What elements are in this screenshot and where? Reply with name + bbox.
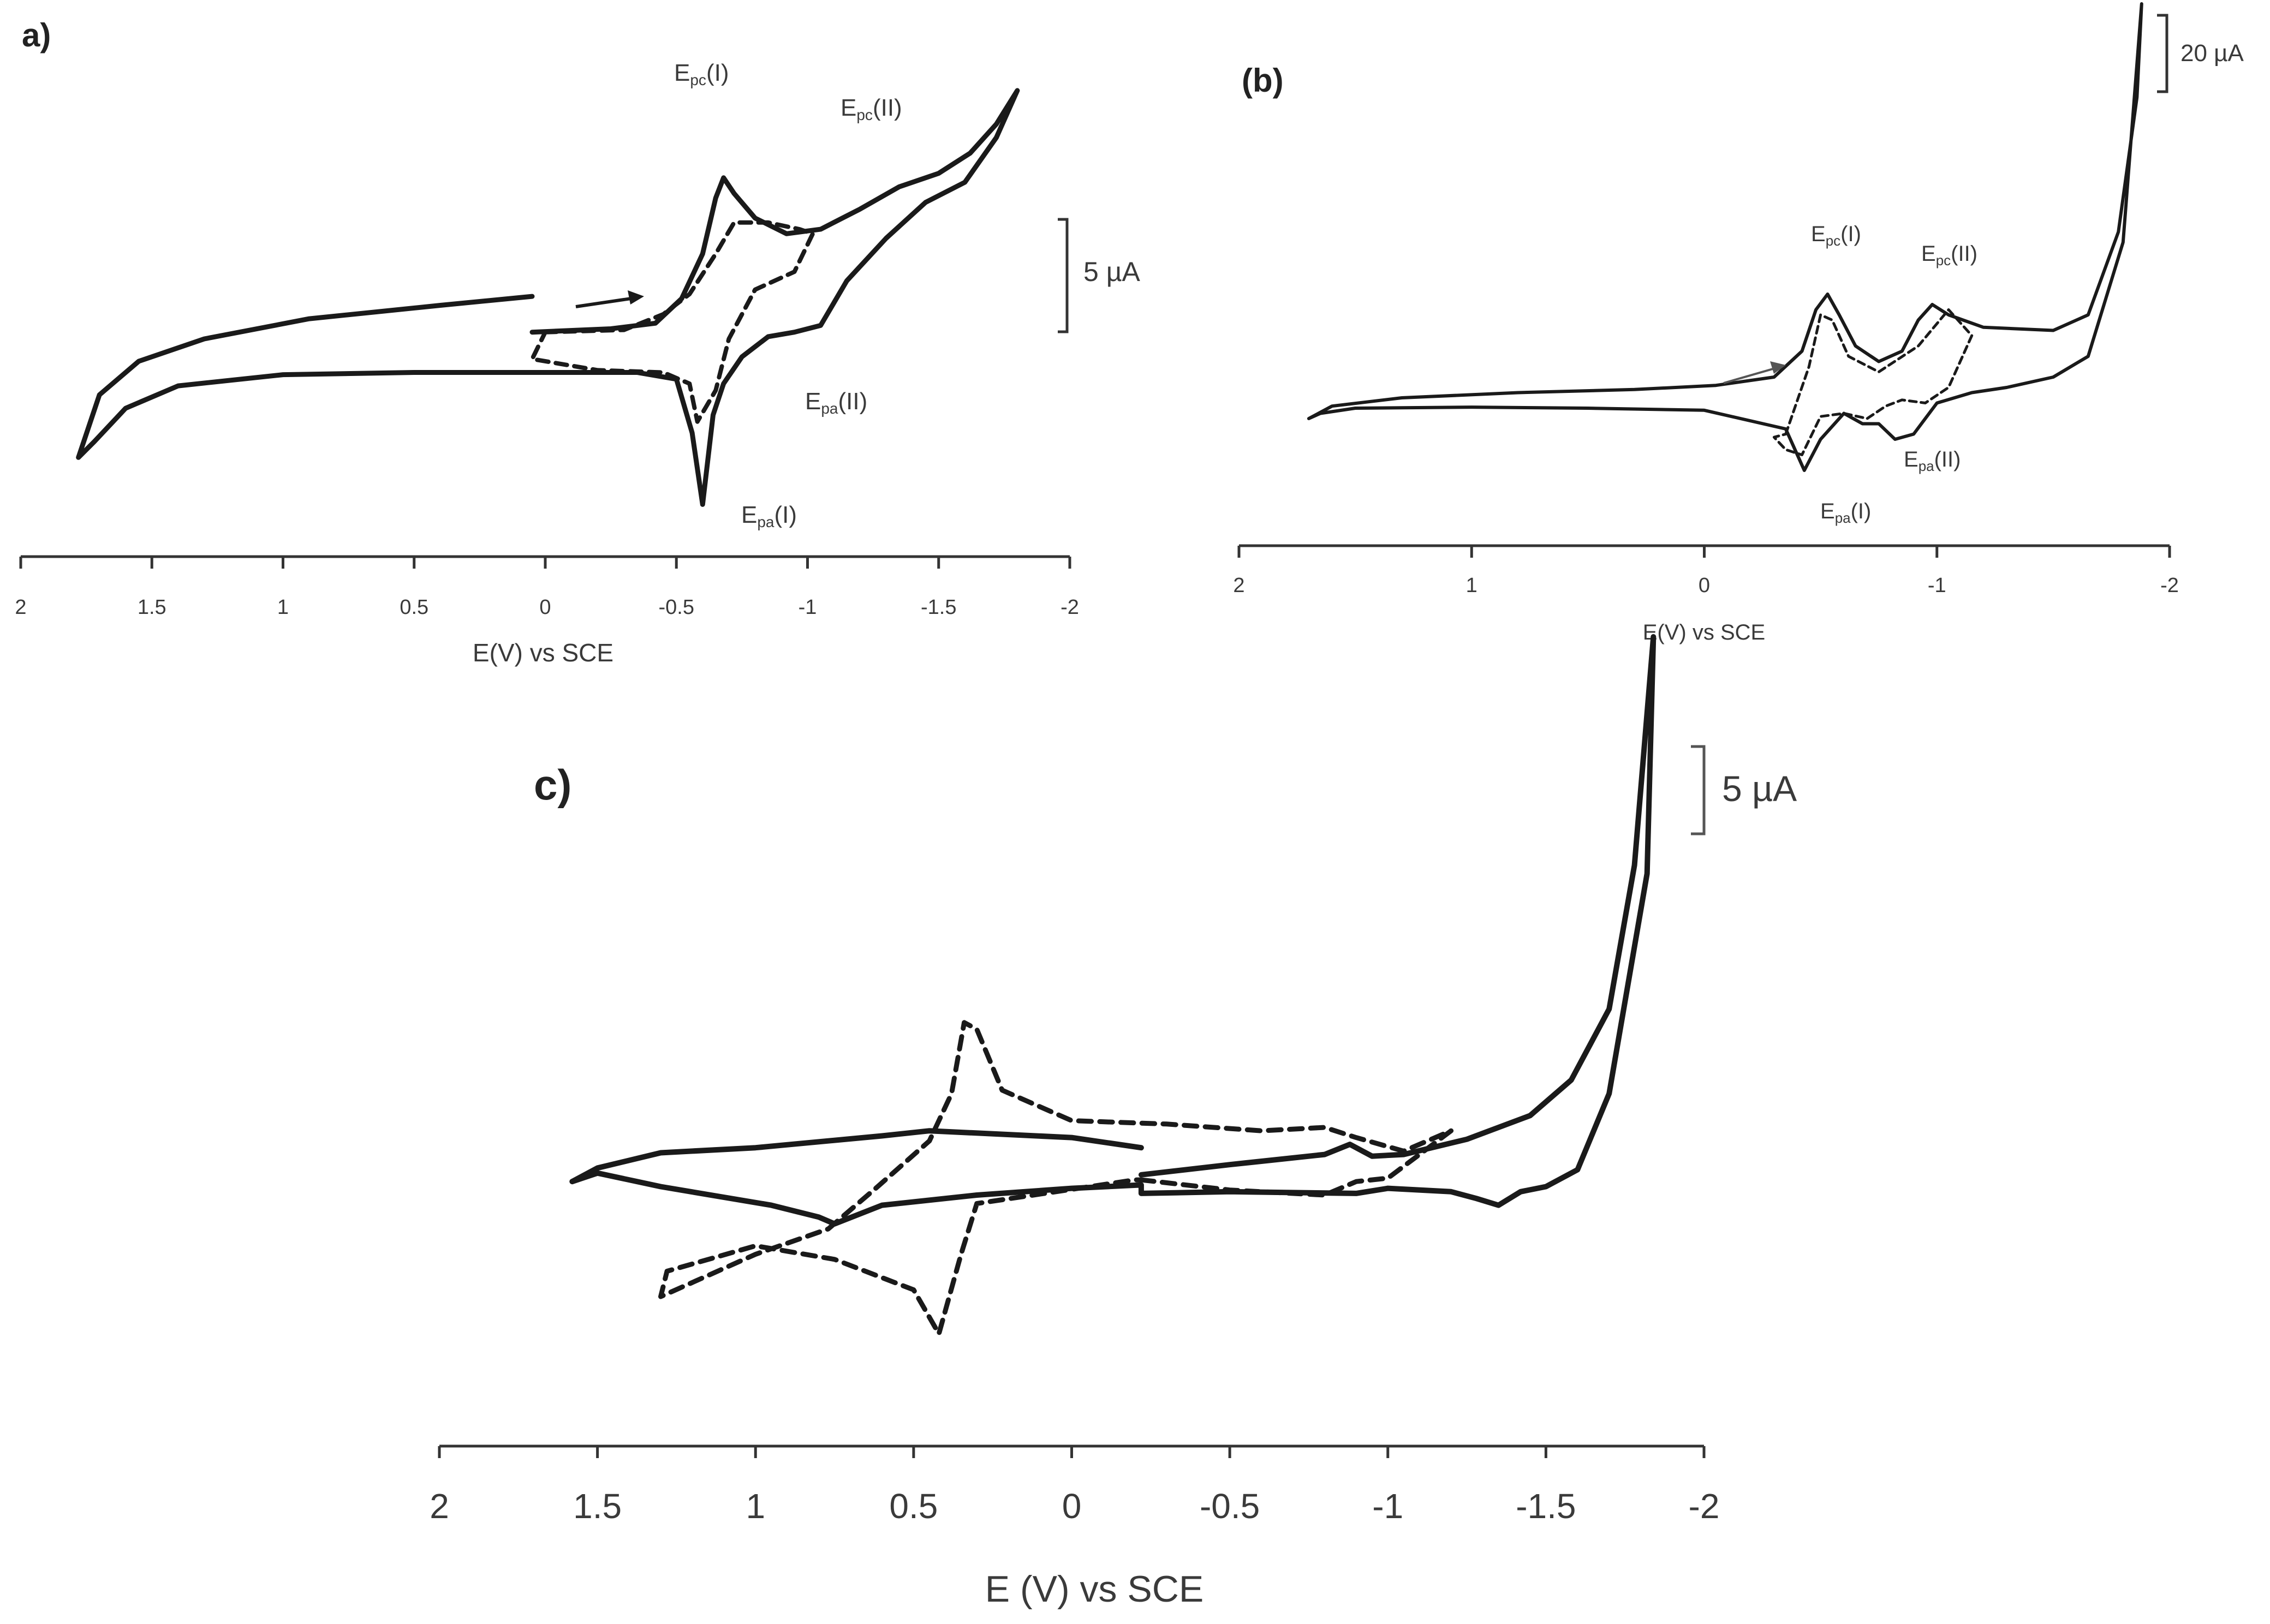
x-tick-label: -0.5 bbox=[1200, 1486, 1260, 1526]
x-axis-label-a: E(V) vs SCE bbox=[473, 638, 613, 667]
scale-bar-label-b: 20 µA bbox=[2180, 40, 2244, 67]
x-tick-label: -1 bbox=[1372, 1486, 1403, 1526]
panel-c: c) 2 1.5 1 0.5 0 -0.5 -1 -1.5 -2 5 µA E (V) vs S… bbox=[430, 634, 1797, 1610]
x-tick-label: -2 bbox=[2160, 574, 2179, 597]
series-solid-line bbox=[1307, 2, 2143, 472]
peak-label-epc2-a: Epc(II) bbox=[841, 94, 902, 123]
x-tick-label: -2 bbox=[1060, 596, 1079, 619]
series-dashed-line bbox=[1772, 308, 1974, 456]
x-tick-label: -1.5 bbox=[921, 596, 956, 619]
scan-direction-arrow-a bbox=[575, 290, 644, 308]
x-tick-label: -0.5 bbox=[659, 596, 694, 619]
x-tick-label: -2 bbox=[1689, 1486, 1720, 1526]
scale-bar-c: 5 µA bbox=[1691, 745, 1797, 835]
scale-bar-a: 5 µA bbox=[1058, 218, 1141, 333]
panel-b: (b) 2 1 0 -1 -2 20 µA Epc(I) Epc(II) Epa(II)… bbox=[1233, 2, 2244, 644]
x-tick-label: -1.5 bbox=[1516, 1486, 1576, 1526]
plot-c: 2 1.5 1 0.5 0 -0.5 -1 -1.5 -2 bbox=[430, 634, 1720, 1526]
x-tick-label: 0 bbox=[1062, 1486, 1082, 1526]
x-tick-label: -1 bbox=[1928, 574, 1946, 597]
x-tick-label: 0 bbox=[539, 596, 551, 619]
series-solid-line bbox=[76, 88, 1020, 507]
series-solid-line bbox=[569, 634, 1657, 1227]
peak-label-epa2-a: Epa(II) bbox=[805, 388, 867, 417]
peak-label-epa1-b: Epa(I) bbox=[1820, 499, 1871, 526]
panel-label-a: a) bbox=[22, 17, 51, 53]
x-tick-label: 1.5 bbox=[138, 596, 166, 619]
series-dashed-line bbox=[658, 1020, 1454, 1336]
x-tick-label: 1.5 bbox=[573, 1486, 622, 1526]
panel-label-c: c) bbox=[534, 761, 571, 809]
peak-label-epc1-b: Epc(I) bbox=[1811, 222, 1861, 249]
scan-direction-arrow-b bbox=[1723, 361, 1786, 384]
x-axis-label-c: E (V) vs SCE bbox=[985, 1568, 1204, 1610]
x-tick-label: 2 bbox=[15, 596, 26, 619]
x-tick-label: 1 bbox=[746, 1486, 765, 1526]
x-tick-label: 0.5 bbox=[889, 1486, 938, 1526]
scale-bar-b: 20 µA bbox=[2157, 14, 2244, 93]
panel-a: a) 2 1.5 1 0.5 0 -0.5 -1 -1.5 -2 5 µA Epc(I) Epc… bbox=[15, 17, 1140, 667]
series-dashed-line bbox=[530, 220, 815, 424]
scale-bar-label-c: 5 µA bbox=[1722, 768, 1797, 809]
x-tick-label: 0 bbox=[1699, 574, 1710, 597]
peak-label-epc1-a: Epc(I) bbox=[674, 59, 729, 88]
x-tick-label: 1 bbox=[277, 596, 289, 619]
panel-label-b: (b) bbox=[1242, 62, 1284, 99]
plot-b: 2 1 0 -1 -2 bbox=[1233, 2, 2179, 597]
plot-a: 2 1.5 1 0.5 0 -0.5 -1 -1.5 -2 bbox=[15, 88, 1079, 619]
peak-label-epc2-b: Epc(II) bbox=[1921, 242, 1977, 268]
scale-bar-label-a: 5 µA bbox=[1083, 256, 1141, 287]
peak-label-epa2-b: Epa(II) bbox=[1904, 447, 1961, 474]
x-tick-label: 1 bbox=[1466, 574, 1477, 597]
x-tick-label: -1 bbox=[799, 596, 817, 619]
x-tick-label: 2 bbox=[1233, 574, 1244, 597]
x-tick-label: 0.5 bbox=[400, 596, 428, 619]
x-tick-label: 2 bbox=[430, 1486, 449, 1526]
x-axis-label-b: E(V) vs SCE bbox=[1643, 620, 1765, 644]
peak-label-epa1-a: Epa(I) bbox=[741, 501, 797, 530]
